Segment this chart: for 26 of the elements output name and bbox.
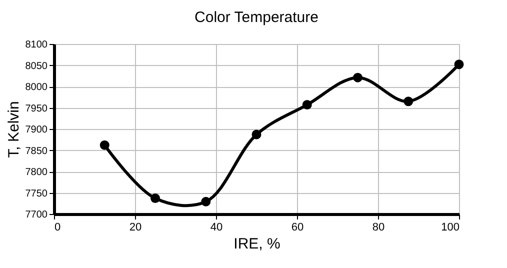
- x-tick-label: 20: [129, 222, 142, 234]
- x-tick-label: 60: [291, 222, 304, 234]
- point: [150, 194, 160, 204]
- y-tick-label: 7700: [25, 210, 48, 220]
- x-tick-label: 100: [441, 222, 460, 234]
- point: [454, 60, 464, 70]
- y-tick-label: 8000: [25, 82, 48, 93]
- y-tick-label: 8050: [25, 60, 48, 72]
- point: [353, 72, 362, 82]
- y-tick-label: 7750: [25, 188, 48, 200]
- y-tick-label: 7850: [25, 146, 48, 157]
- point: [252, 130, 262, 140]
- point: [404, 96, 414, 106]
- point: [100, 140, 110, 150]
- y-tick-label: 8100: [25, 40, 48, 50]
- x-tick-label: 0: [54, 222, 61, 234]
- y-tick-label: 7900: [25, 124, 48, 136]
- x-tick-label: 40: [210, 222, 223, 234]
- point: [201, 196, 211, 206]
- chart-title: Color Temperature: [194, 9, 318, 26]
- y-tick-label: 7950: [25, 103, 48, 114]
- y-tick-label: 7800: [25, 167, 48, 178]
- x-axis-title: IRE, %: [234, 236, 280, 252]
- point: [302, 100, 312, 110]
- y-axis-title: T, Kelvin: [5, 101, 22, 158]
- x-tick-label: 80: [372, 222, 385, 234]
